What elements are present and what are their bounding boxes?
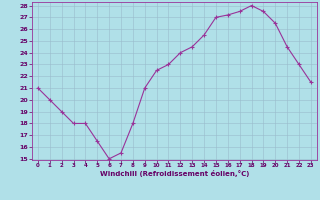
X-axis label: Windchill (Refroidissement éolien,°C): Windchill (Refroidissement éolien,°C): [100, 170, 249, 177]
